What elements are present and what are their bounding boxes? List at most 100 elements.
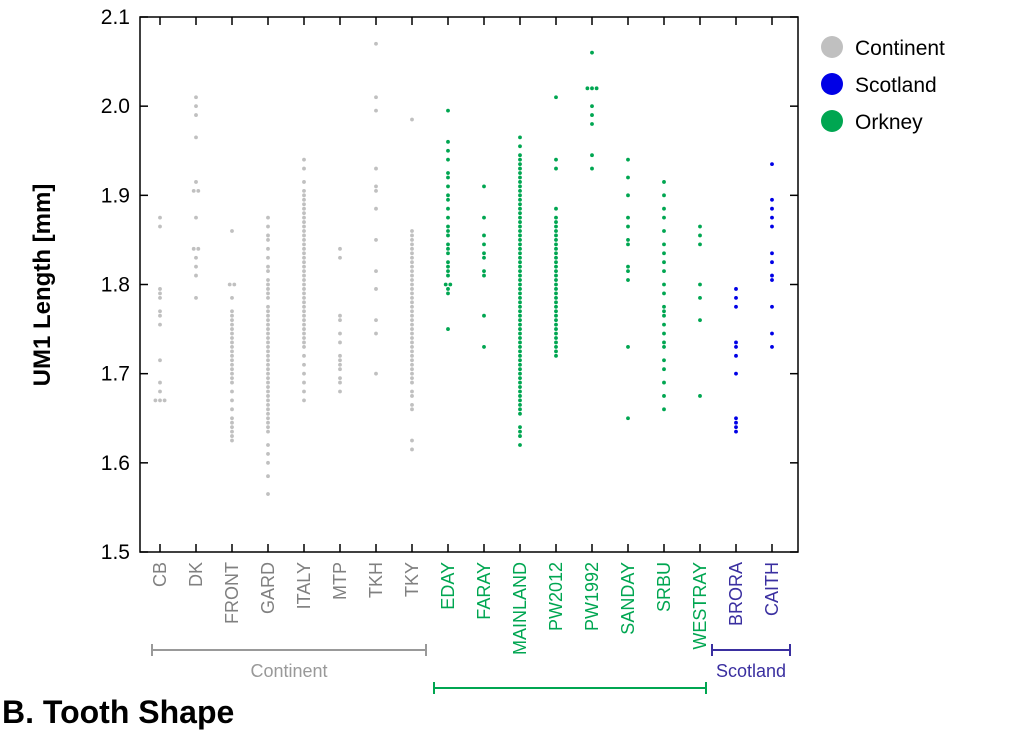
data-point (266, 367, 270, 372)
data-point (158, 389, 162, 394)
data-point (230, 318, 234, 323)
data-point (518, 260, 522, 265)
data-point (554, 238, 558, 242)
data-point (662, 340, 666, 345)
data-point (410, 251, 414, 256)
data-point (482, 233, 486, 238)
data-point (230, 380, 234, 385)
data-point (158, 215, 162, 220)
data-point (626, 416, 630, 421)
data-point (410, 340, 414, 345)
data-point (554, 224, 558, 229)
data-point (302, 371, 306, 376)
data-point (446, 193, 450, 198)
data-point (734, 425, 738, 430)
data-point (626, 224, 630, 229)
data-point (266, 238, 270, 242)
data-point (446, 287, 450, 291)
data-point (410, 309, 414, 314)
data-point (518, 211, 522, 216)
data-point (554, 246, 558, 251)
data-point (302, 260, 306, 265)
data-point (662, 407, 666, 412)
data-point (302, 220, 306, 224)
data-point (518, 389, 522, 394)
data-point (302, 251, 306, 256)
data-point (266, 224, 270, 229)
data-point (266, 411, 270, 416)
data-point (230, 295, 234, 300)
data-point (734, 416, 738, 421)
data-point (194, 95, 198, 100)
data-point (554, 327, 558, 331)
data-point (662, 229, 666, 233)
data-point (518, 380, 522, 385)
y-tick-label: 2.0 (101, 95, 130, 118)
x-axis: CB DK FRONT GARD ITALY MTP TKH TKY EDAY FARAY MAIN… (150, 17, 782, 655)
data-point (302, 238, 306, 242)
y-tick-label: 2.1 (101, 6, 130, 29)
data-point (266, 233, 270, 238)
data-point (446, 273, 450, 278)
data-point (554, 251, 558, 256)
legend-marker (821, 110, 843, 132)
data-point (734, 340, 738, 345)
data-point (230, 429, 234, 434)
data-point (302, 327, 306, 331)
data-point (302, 278, 306, 282)
data-point (302, 273, 306, 278)
data-point (626, 175, 630, 180)
data-point (770, 273, 774, 278)
data-point (446, 224, 450, 229)
data-point (266, 416, 270, 421)
data-point (554, 215, 558, 220)
data-point (266, 394, 270, 398)
legend-label: Continent (855, 37, 945, 60)
data-point (590, 166, 594, 171)
data-point (410, 402, 414, 407)
data-point (518, 242, 522, 247)
category-label: MAINLAND (510, 562, 530, 655)
data-point (302, 269, 306, 274)
data-point (446, 260, 450, 265)
data-point (302, 157, 306, 162)
data-point (446, 148, 450, 153)
data-point (194, 104, 198, 109)
data-point (518, 135, 522, 140)
data-point (518, 291, 522, 296)
data-point (266, 380, 270, 385)
data-point (410, 367, 414, 372)
data-point (518, 180, 522, 184)
data-point (662, 380, 666, 385)
data-point (446, 171, 450, 175)
data-point (410, 264, 414, 269)
category-label: SRBU (654, 562, 674, 612)
data-point (554, 318, 558, 323)
legend: Continent Scotland Orkney (821, 36, 945, 134)
data-point (266, 318, 270, 323)
data-point (518, 238, 522, 242)
data-point (158, 380, 162, 385)
category-label: SANDAY (618, 562, 638, 635)
data-point (302, 345, 306, 349)
data-point (734, 420, 738, 425)
data-point (734, 304, 738, 309)
data-point (446, 269, 450, 274)
data-point (518, 162, 522, 167)
data-point (302, 206, 306, 211)
data-point (518, 327, 522, 331)
legend-marker (821, 36, 843, 58)
y-tick-label: 1.7 (101, 363, 130, 386)
data-point (410, 282, 414, 287)
data-point (446, 157, 450, 162)
data-point (158, 224, 162, 229)
data-point (302, 322, 306, 327)
data-point (232, 282, 237, 287)
category-label: EDAY (438, 562, 458, 610)
data-point (662, 180, 666, 184)
data-point (302, 295, 306, 300)
data-point (662, 193, 666, 198)
data-point (266, 362, 270, 367)
data-point (410, 318, 414, 323)
data-point (518, 233, 522, 238)
